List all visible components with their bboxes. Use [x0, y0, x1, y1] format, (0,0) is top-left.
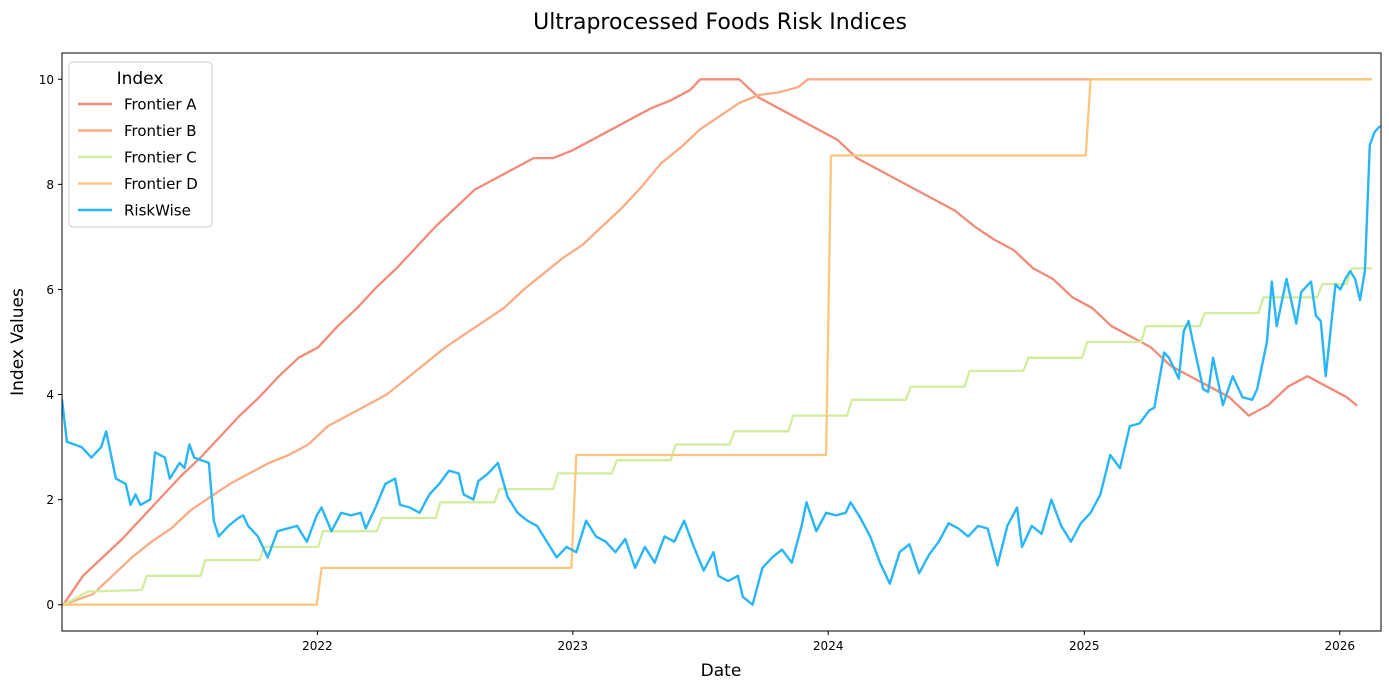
x-tick-label: 2022 — [302, 639, 333, 653]
chart-title: Ultraprocessed Foods Risk Indices — [533, 10, 907, 35]
y-tick-label: 0 — [46, 598, 54, 612]
series-line-frontier-c — [62, 267, 1373, 606]
legend-title: Index — [117, 69, 164, 89]
y-axis: 0 2 4 6 8 10 — [39, 73, 62, 612]
x-axis: 2022 2023 2024 2025 2026 — [302, 631, 1355, 653]
x-tick-label: 2023 — [558, 639, 589, 653]
legend-label: Frontier A — [124, 96, 197, 114]
y-axis-label: Index Values — [8, 288, 28, 396]
y-tick-label: 10 — [39, 73, 54, 87]
x-tick-label: 2025 — [1069, 639, 1100, 653]
plot-frame — [61, 52, 1382, 632]
series-line-riskwise — [62, 125, 1381, 606]
legend-label: Frontier C — [124, 149, 197, 167]
y-tick-label: 4 — [46, 388, 54, 402]
series-line-frontier-a — [62, 78, 1358, 606]
x-tick-label: 2024 — [813, 639, 844, 653]
plot-area — [62, 78, 1381, 606]
y-tick-label: 6 — [46, 283, 54, 297]
y-tick-label: 2 — [46, 493, 54, 507]
series-line-frontier-b — [62, 78, 1373, 606]
x-axis-label: Date — [701, 661, 742, 681]
legend-label: Frontier B — [124, 122, 197, 140]
legend-label: Frontier D — [124, 175, 198, 193]
series-line-frontier-d — [62, 78, 1373, 606]
legend: Index Frontier A Frontier B Frontier C Fron… — [68, 61, 213, 228]
y-tick-label: 8 — [46, 178, 54, 192]
x-tick-label: 2026 — [1324, 639, 1355, 653]
legend-label: RiskWise — [124, 202, 191, 220]
